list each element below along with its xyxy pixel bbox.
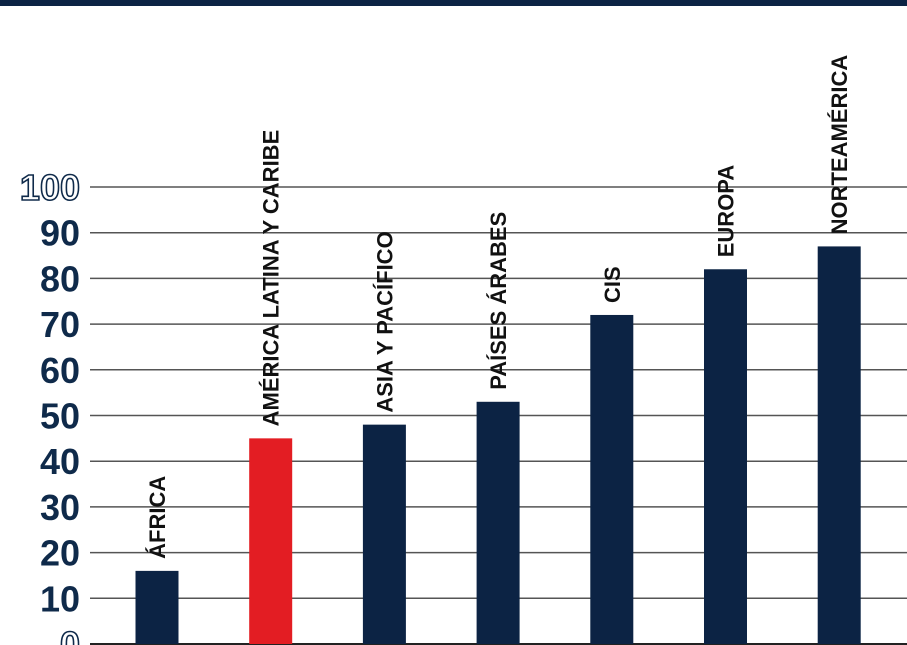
bar — [590, 314, 634, 644]
y-tick-label: 90 — [40, 213, 80, 254]
bar — [249, 438, 293, 644]
category-label: AMÉRICA LATINA Y CARIBE — [259, 130, 284, 427]
y-tick-label: 60 — [40, 350, 80, 391]
bar — [476, 401, 520, 644]
category-labels: ÁFRICA AMÉRICA LATINA Y CARIBE ASIA Y PACÍ… — [145, 55, 852, 559]
y-tick-label: 40 — [40, 441, 80, 482]
bar — [817, 246, 861, 644]
bar — [362, 424, 406, 644]
y-tick-label: 100 — [20, 167, 80, 208]
top-edge-strip — [0, 0, 907, 6]
y-tick-label: 70 — [40, 304, 80, 345]
category-label: ASIA Y PACÍFICO — [372, 231, 397, 412]
bar — [135, 570, 179, 644]
bar — [704, 269, 747, 644]
category-label: CIS — [600, 266, 625, 303]
bars — [135, 246, 861, 644]
category-label: PAÍSES ÁRABES — [486, 212, 511, 390]
category-label: EUROPA — [714, 165, 739, 258]
category-label: ÁFRICA — [145, 476, 170, 559]
y-tick-label: 0 — [60, 624, 80, 645]
y-tick-label: 80 — [40, 258, 80, 299]
y-tick-label: 50 — [40, 396, 80, 437]
y-tick-label: 30 — [40, 487, 80, 528]
y-tick-label: 20 — [40, 533, 80, 574]
y-tick-label: 10 — [40, 578, 80, 619]
category-label: NORTEAMÉRICA — [827, 55, 852, 235]
